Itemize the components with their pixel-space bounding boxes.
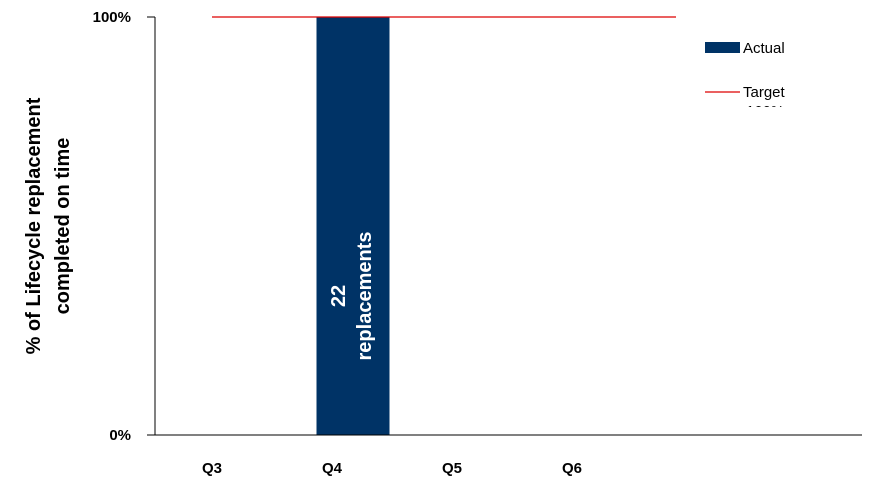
bar-data-label-line2: replacements: [354, 232, 376, 361]
bars-layer: [316, 17, 390, 435]
legend-clip-mask: [700, 107, 850, 127]
legend-actual-label: Actual: [743, 40, 785, 57]
y-axis-title: % of Lifecycle replacement completed on …: [23, 97, 74, 354]
x-tick-label: Q5: [442, 460, 462, 477]
legend-target-label: Target: [743, 84, 786, 101]
bar-data-label-line1: 22: [328, 285, 350, 307]
y-tick-label: 100%: [93, 9, 131, 26]
bar-actual: [316, 17, 390, 435]
bar-data-label: 22 replacements: [328, 232, 376, 361]
y-ticks-layer: 0% 100%: [93, 9, 155, 444]
plot-area: 22 replacements: [212, 16, 676, 435]
x-tick-label: Q6: [562, 460, 582, 477]
legend-actual-swatch: [705, 42, 740, 53]
x-ticks-layer: Q3 Q4 Q5 Q6: [202, 460, 582, 477]
y-axis-title-line1: % of Lifecycle replacement: [23, 97, 45, 354]
x-tick-label: Q4: [322, 460, 343, 477]
y-tick-label: 0%: [109, 427, 131, 444]
legend: Actual Target 100%: [700, 40, 850, 127]
y-axis-title-line2: completed on time: [52, 138, 74, 315]
x-tick-label: Q3: [202, 460, 222, 477]
bar-labels-layer: 22 replacements: [328, 232, 376, 361]
